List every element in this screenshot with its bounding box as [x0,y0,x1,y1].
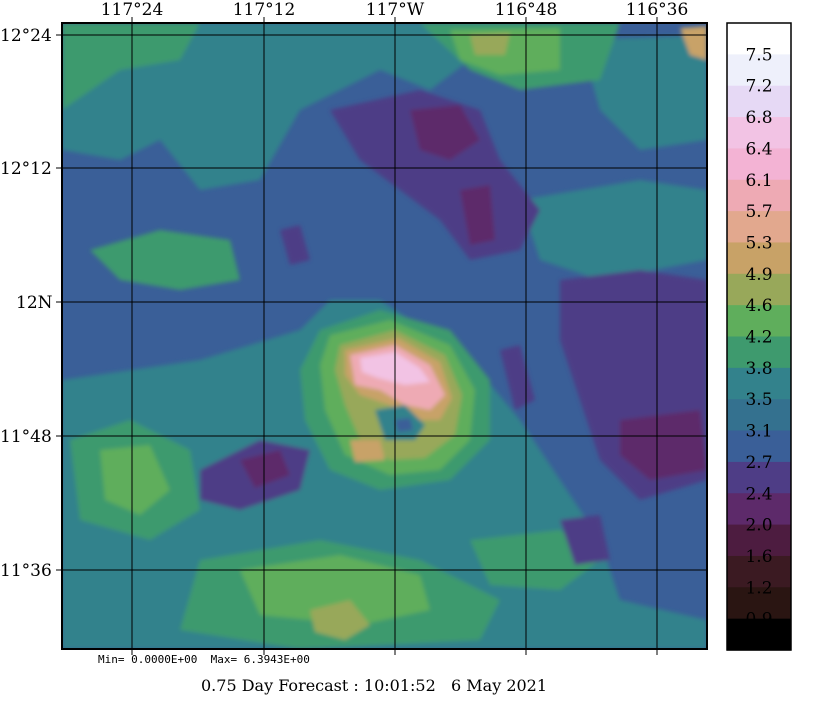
colorbar-label: 7.2 [745,77,772,97]
colorbar: 7.5 7.2 6.8 6.4 6.1 5.7 5.3 4.9 4.6 4.2 3.8 3.5 3.1 2… [727,23,791,651]
forecast-caption-text: 0.75 Day Forecast : 10:01:52 6 May 2021 [201,676,548,695]
colorbar-label: 2.7 [745,453,772,473]
colorbar-label: 6.8 [745,108,772,128]
colorbar-swatch [727,305,791,338]
colorbar-swatch [727,179,791,212]
colorbar-label: 3.1 [745,422,772,442]
colorbar-label: 3.5 [745,390,772,410]
colorbar-swatch [727,336,791,369]
colorbar-swatch [727,23,791,55]
lon-label: 117°24 [101,0,164,20]
min-max-stats: Min= 0.0000E+00 Max= 6.3943E+00 [98,653,310,666]
colorbar-label: 0.9 [745,610,772,630]
lon-label: 116°48 [495,0,558,20]
colorbar-frame [726,22,792,651]
colorbar-swatch [727,555,791,588]
colorbar-label: 1.6 [745,547,772,567]
colorbar-swatch [727,461,791,494]
graticule [62,23,707,649]
colorbar-swatch [727,242,791,275]
colorbar-swatch [727,493,791,526]
colorbar-swatch [727,211,791,244]
colorbar-swatch [727,148,791,181]
lat-label: 12N [16,293,53,313]
colorbar-label: 4.6 [745,296,772,316]
colorbar-label: 1.2 [745,578,772,598]
lon-label: 116°36 [626,0,689,20]
colorbar-swatch [727,54,791,87]
map-frame [61,22,708,650]
lon-label: 117°12 [233,0,296,20]
lat-label: 12°12 [0,159,52,179]
lon-label: 117°W [366,0,425,20]
colorbar-swatch [727,587,791,620]
colorbar-label: 3.8 [745,359,772,379]
colorbar-label: 2.4 [745,484,772,504]
colorbar-label: 4.2 [745,328,772,348]
colorbar-label: 5.7 [745,202,772,222]
contour-field [62,23,707,649]
colorbar-swatch [727,85,791,118]
colorbar-swatch [727,273,791,306]
colorbar-swatch [727,618,791,651]
colorbar-label: 2.0 [745,516,772,536]
lat-label: 11°36 [0,561,52,581]
colorbar-label: 6.1 [745,171,772,191]
colorbar-swatch [727,399,791,432]
colorbar-swatch [727,430,791,463]
colorbar-label: 7.5 [745,45,772,65]
lat-label: 12°24 [0,26,52,46]
colorbar-label: 5.3 [745,233,772,253]
lat-label: 11°48 [0,427,52,447]
colorbar-label: 6.4 [745,139,772,159]
colorbar-label: 4.9 [745,265,772,285]
colorbar-swatch [727,117,791,149]
colorbar-swatch [727,367,791,400]
colorbar-swatch [727,524,791,557]
